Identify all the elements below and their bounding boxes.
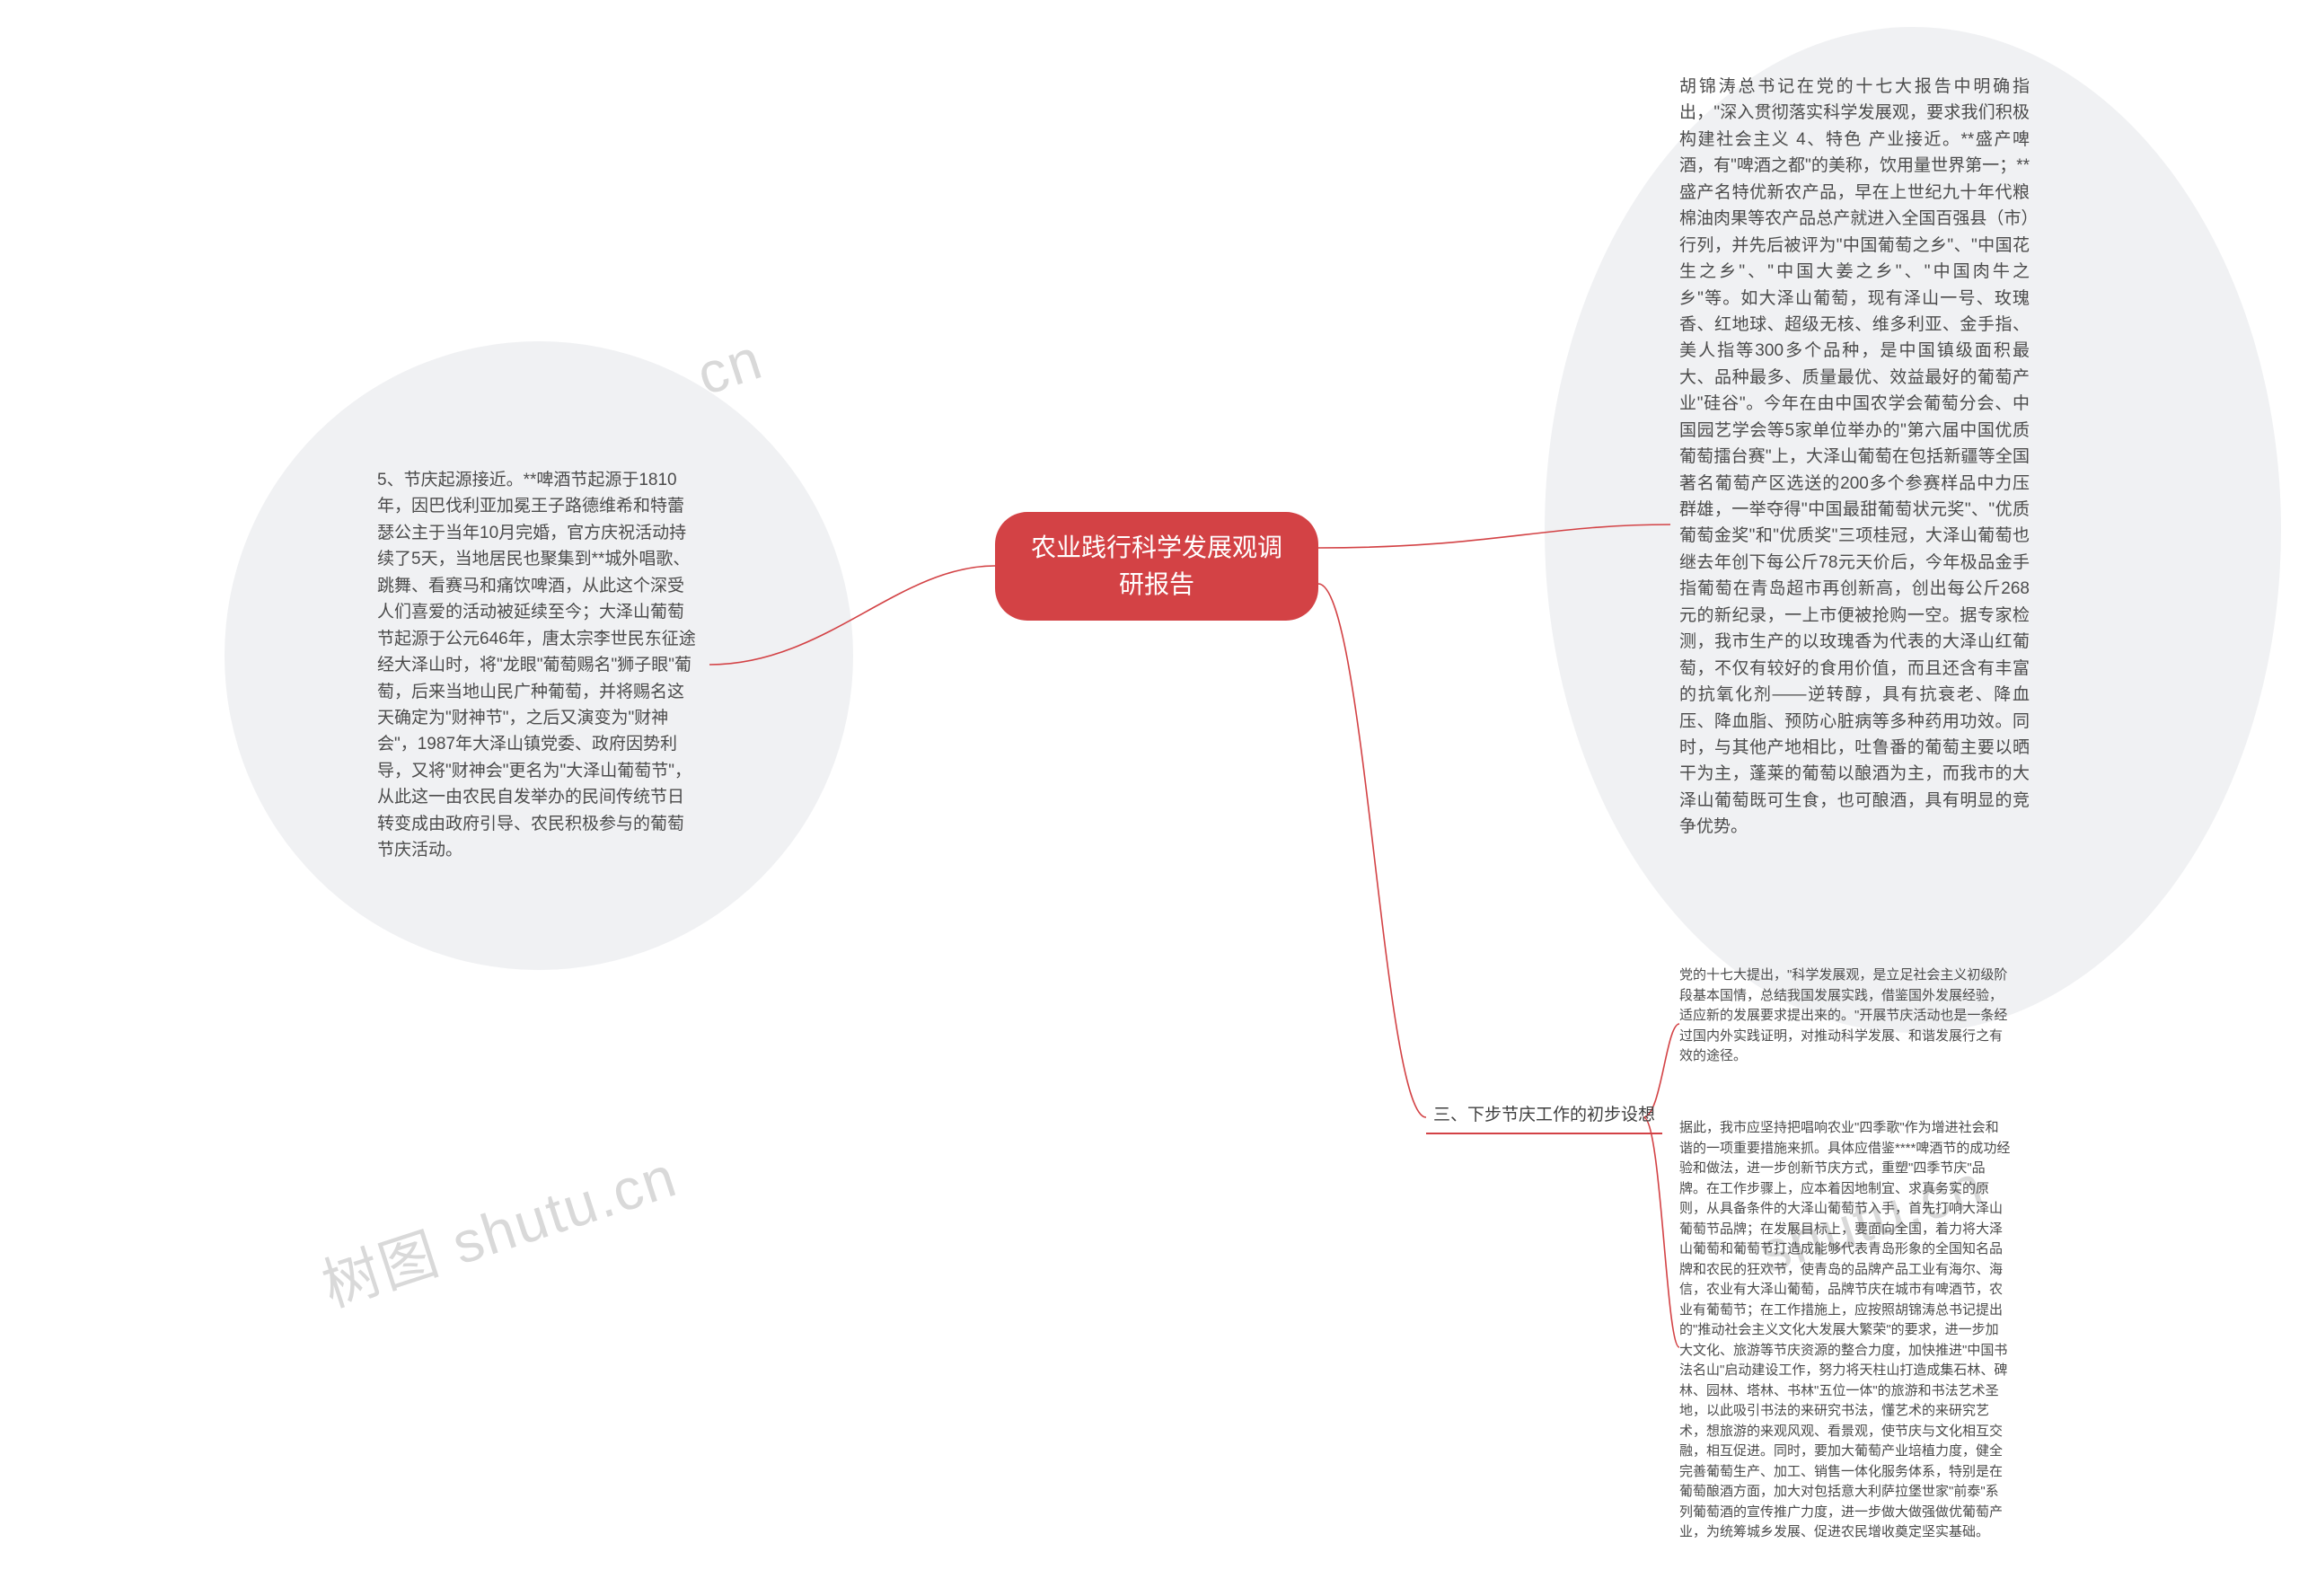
blob-bot-text: 据此，我市应坚持把唱响农业"四季歌"作为增进社会和谐的一项重要措施来抓。具体应借… — [1679, 1118, 2012, 1543]
line-sub — [1318, 584, 1426, 1117]
center-node[interactable]: 农业践行科学发展观调研报告 — [995, 512, 1318, 621]
blob-mid-text: 党的十七大提出，"科学发展观，是立足社会主义初级阶段基本国情，总结我国发展实践，… — [1679, 966, 2012, 1067]
watermark-bl: 树图 shutu.cn — [311, 1131, 686, 1323]
mindmap-canvas: shutu.cn shutu.cn 树图 shutu.cn shutu.cn 5… — [0, 0, 2299, 1596]
blob-left-text: 5、节庆起源接近。**啤酒节起源于1810年，因巴伐利亚加冕王子路德维希和特蕾瑟… — [377, 467, 700, 864]
sub-node-section3[interactable]: 三、下步节庆工作的初步设想 — [1426, 1098, 1662, 1134]
blob-top-text: 胡锦涛总书记在党的十七大报告中明确指出，"深入贯彻落实科学发展观，要求我们积极构… — [1679, 74, 2030, 841]
line-bot — [1643, 1117, 1679, 1347]
